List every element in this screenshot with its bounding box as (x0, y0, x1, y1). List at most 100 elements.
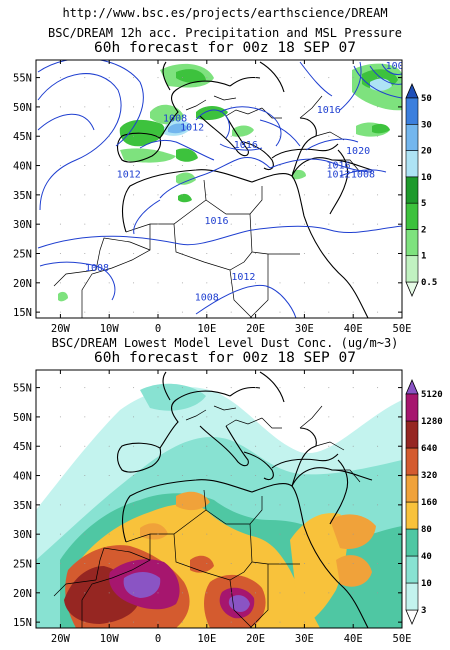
colorbar-label: 1 (421, 252, 426, 262)
colorbar-bottom-arrow (405, 609, 419, 626)
colorbar-label: 320 (421, 471, 437, 481)
colorbar-swatch (405, 474, 419, 503)
lat-tick-label: 55N (13, 73, 32, 85)
colorbar-swatch (405, 123, 419, 151)
lat-tick-label: 35N (13, 190, 32, 202)
lon-tick-label: 20W (51, 323, 71, 335)
colorbar-label: 0.5 (421, 278, 437, 288)
lat-tick-label: 20N (13, 588, 32, 600)
lon-tick-label: 20E (246, 323, 265, 335)
isobar-label: 100 (386, 61, 404, 72)
colorbar-label: 5 (421, 199, 426, 209)
colorbar-label: 2 (421, 225, 426, 235)
colorbar-swatch (405, 501, 419, 530)
lat-tick-label: 15N (13, 307, 32, 319)
lon-tick-label: 10E (197, 633, 216, 645)
colorbar-swatch (405, 202, 419, 230)
lon-tick-label: 20E (246, 633, 265, 645)
lon-tick-label: 20W (51, 633, 71, 645)
isobar-label: 1012 (117, 169, 141, 180)
isobar-label: 1016 (205, 216, 229, 227)
lat-tick-label: 30N (13, 219, 32, 231)
lat-tick-label: 40N (13, 161, 32, 173)
dust-shading (36, 383, 402, 628)
colorbar-label: 10 (421, 579, 432, 589)
colorbar-top-arrow (405, 378, 419, 395)
precip-colorbar: 0.5 1 2 5 10 20 30 50 (405, 82, 437, 298)
lon-tick-label: 0 (155, 633, 161, 645)
isobar-label: 1016 (234, 140, 258, 151)
lon-tick-label: 30E (295, 323, 314, 335)
colorbar-swatch (405, 97, 419, 125)
colorbar-bottom-arrow (405, 281, 419, 298)
colorbar-label: 10 (421, 173, 432, 183)
colorbar-swatch (405, 150, 419, 178)
lat-tick-label: 45N (13, 441, 32, 453)
lon-tick-label: 40E (344, 633, 363, 645)
source-url: http://www.bsc.es/projects/earthscience/… (62, 6, 388, 20)
isobar-label: 1012 (180, 122, 204, 133)
colorbar-swatch (405, 393, 419, 422)
lon-tick-label: 10E (197, 323, 216, 335)
lon-tick-label: 50E (393, 633, 412, 645)
isobar-label: 1016 (317, 105, 341, 116)
lat-tick-label: 50N (13, 412, 32, 424)
precip-forecast-time: 60h forecast for 00z 18 SEP 07 (94, 40, 356, 56)
colorbar-label: 5120 (421, 390, 443, 400)
colorbar-top-arrow (405, 82, 419, 99)
colorbar-label: 640 (421, 444, 437, 454)
colorbar-swatch (405, 528, 419, 557)
colorbar-label: 160 (421, 498, 437, 508)
isobar-label: 1012 (327, 169, 351, 180)
lat-tick-label: 40N (13, 471, 32, 483)
lat-tick-label: 25N (13, 559, 32, 571)
lat-tick-label: 50N (13, 102, 32, 114)
lon-tick-label: 10W (100, 323, 120, 335)
lat-tick-label: 45N (13, 131, 32, 143)
lat-tick-label: 25N (13, 249, 32, 261)
dust-colorbar: 3 10 40 80 160 320 640 1280 5120 (405, 378, 443, 626)
isobar-label: 1008 (351, 169, 375, 180)
dust-title: BSC/DREAM Lowest Model Level Dust Conc. … (51, 336, 399, 350)
colorbar-swatch (405, 255, 419, 283)
precip-axes: 20W 10W 0 10E 20E 30E 40E 50E 15N 20N 25N 30N 35N 40N… (13, 60, 411, 335)
colorbar-label: 30 (421, 120, 432, 130)
precip-shading (58, 63, 402, 302)
dust-axes: 20W 10W 0 10E 20E 30E 40E 50E 15N 20N 25N 30N 35N 40N… (13, 370, 411, 645)
isobar-label: 1012 (231, 272, 255, 283)
lon-tick-label: 0 (155, 323, 161, 335)
precip-title: BSC/DREAM 12h acc. Precipitation and MSL… (47, 26, 402, 40)
colorbar-label: 50 (421, 94, 432, 104)
lat-tick-label: 30N (13, 529, 32, 541)
colorbar-label: 20 (421, 147, 432, 157)
isobar-label: 1020 (346, 146, 370, 157)
colorbar-swatch (405, 555, 419, 584)
lon-tick-label: 40E (344, 323, 363, 335)
lat-tick-label: 35N (13, 500, 32, 512)
lat-tick-label: 55N (13, 383, 32, 395)
colorbar-swatch (405, 229, 419, 257)
lat-tick-label: 20N (13, 278, 32, 290)
colorbar-swatch (405, 582, 419, 611)
isobar-label: 1008 (195, 292, 219, 303)
lat-tick-label: 15N (13, 617, 32, 629)
colorbar-swatch (405, 447, 419, 476)
colorbar-swatch (405, 176, 419, 204)
lon-tick-label: 50E (393, 323, 412, 335)
borders-precip (53, 95, 361, 318)
lon-tick-label: 10W (100, 633, 120, 645)
colorbar-swatch (405, 420, 419, 449)
isobar-label: 1016 (327, 160, 351, 171)
colorbar-label: 80 (421, 525, 432, 535)
dust-forecast-time: 60h forecast for 00z 18 SEP 07 (94, 350, 356, 366)
isobar-label: 1008 (163, 114, 187, 125)
isobar-label: 1008 (85, 263, 109, 274)
colorbar-label: 1280 (421, 417, 443, 427)
coastlines-precip (116, 61, 373, 318)
dust-map: 20W 10W 0 10E 20E 30E 40E 50E 15N 20N 25N 30N 35N 40N… (13, 369, 443, 645)
lon-tick-label: 30E (295, 633, 314, 645)
colorbar-label: 3 (421, 606, 426, 616)
